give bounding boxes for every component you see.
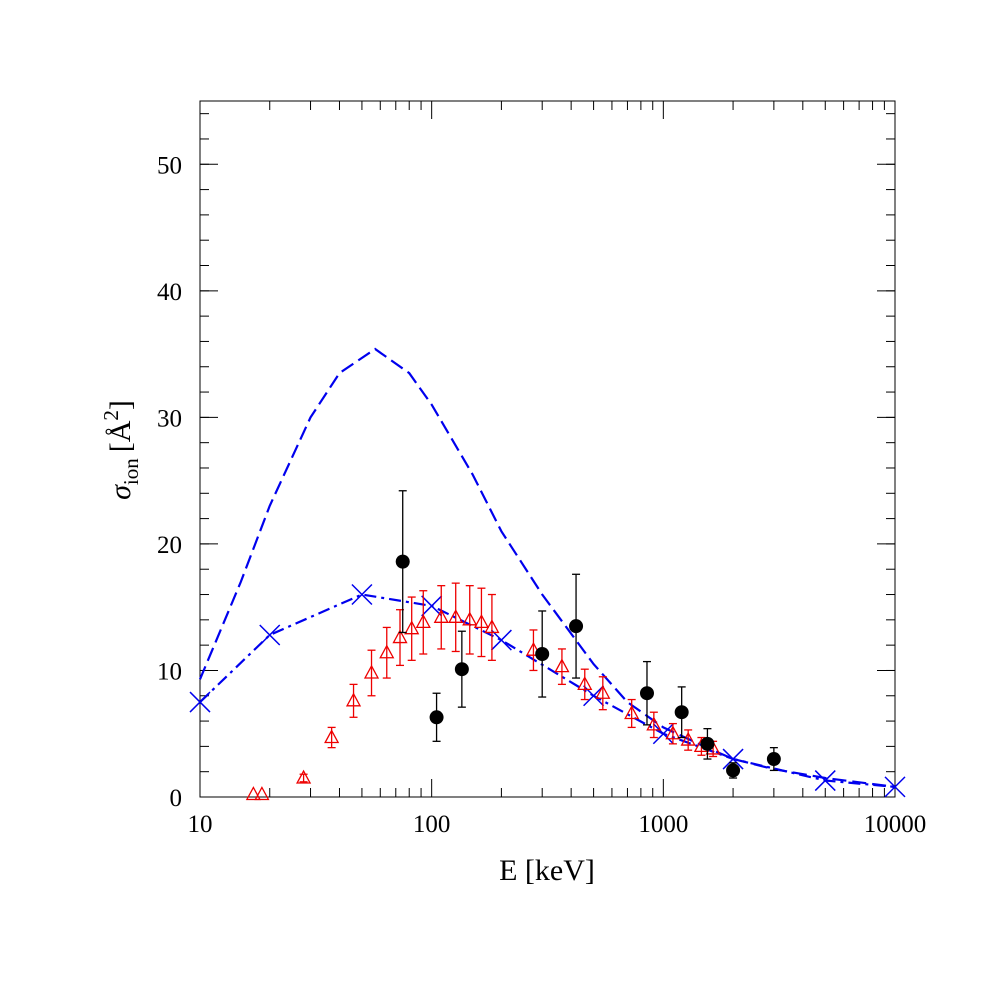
y-tick-label: 10: [157, 658, 182, 685]
point: [814, 770, 836, 792]
x-tick-label: 10000: [864, 811, 927, 838]
point: [535, 647, 550, 662]
point: [554, 658, 570, 673]
y-subscript: ion: [119, 458, 143, 485]
x-tick-label: 100: [413, 811, 451, 838]
x-tick-label: 10: [188, 811, 213, 838]
point: [525, 641, 542, 656]
error-bar: [349, 683, 358, 718]
point: [639, 686, 654, 701]
point: [448, 608, 464, 623]
error-bar: [419, 590, 428, 655]
y-tick-label: 40: [157, 279, 182, 306]
point: [595, 684, 611, 699]
error-bar: [487, 593, 496, 661]
point: [884, 776, 906, 798]
point: [324, 729, 340, 744]
point: [726, 763, 741, 778]
y-unit: [Å: [104, 420, 137, 452]
y-tick-label: 0: [170, 785, 183, 812]
point: [429, 710, 444, 725]
point: [646, 716, 662, 731]
error-bar: [580, 668, 589, 701]
point: [404, 620, 420, 635]
y-tick-label: 50: [157, 152, 182, 179]
curve: [199, 593, 896, 788]
point: [415, 614, 431, 629]
point: [379, 644, 395, 659]
point: [245, 786, 261, 801]
error-bar: [407, 596, 416, 661]
point: [624, 705, 640, 720]
point: [254, 786, 270, 801]
point: [577, 676, 593, 691]
x-axis-label: E [keV]: [499, 854, 595, 887]
error-bar: [465, 585, 474, 655]
y-symbol: σ: [104, 484, 137, 500]
error-bar: [382, 626, 391, 679]
error-bar: [367, 649, 376, 697]
curve: [198, 347, 896, 788]
point: [392, 629, 408, 644]
point: [454, 662, 469, 677]
point: [462, 611, 478, 626]
point: [395, 554, 410, 569]
error-bar: [557, 648, 566, 686]
y-axis-label-text: σion [Å2]: [99, 400, 143, 500]
y-superscript: 2: [99, 410, 123, 421]
point: [296, 769, 312, 784]
y-close: ]: [104, 400, 137, 410]
point: [700, 736, 715, 751]
plot-frame: [199, 100, 896, 798]
error-bar: [437, 585, 446, 650]
y-tick-label: 30: [157, 405, 182, 432]
point: [484, 619, 500, 634]
point: [680, 731, 696, 746]
error-bar: [477, 587, 486, 658]
point: [665, 725, 681, 740]
point: [722, 748, 744, 770]
error-bar: [299, 773, 308, 783]
error-bar: [451, 582, 460, 653]
x-tick-label: 1000: [638, 811, 688, 838]
point: [490, 629, 512, 651]
point: [363, 664, 380, 679]
y-tick-label: 20: [157, 532, 182, 559]
point: [351, 583, 373, 606]
point: [652, 723, 674, 745]
point: [259, 624, 281, 646]
point: [433, 608, 449, 623]
error-bar: [627, 698, 636, 729]
point: [569, 619, 584, 634]
point: [345, 692, 362, 707]
point: [674, 705, 689, 720]
point: [189, 691, 211, 713]
point: [473, 614, 490, 629]
point: [766, 752, 781, 767]
y-axis-label: σion [Å2]: [99, 400, 143, 500]
error-bar: [529, 629, 538, 672]
error-bar: [649, 711, 658, 739]
error-bar: [598, 676, 607, 711]
point: [421, 595, 443, 617]
